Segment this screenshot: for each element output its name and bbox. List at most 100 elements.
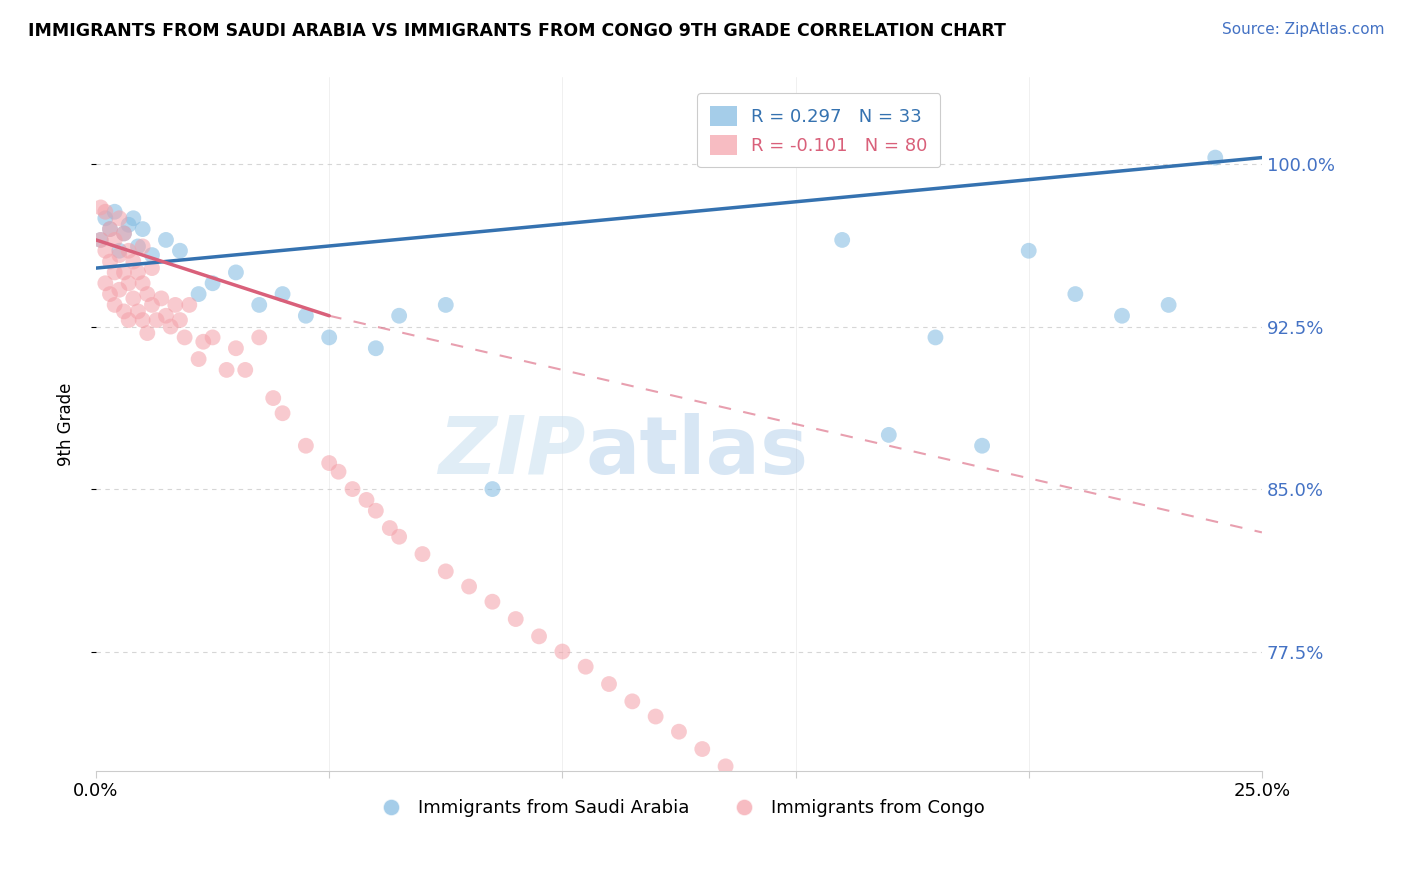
- Point: [970, 439, 993, 453]
- Point: [342, 482, 364, 496]
- Point: [924, 330, 946, 344]
- Point: [505, 612, 527, 626]
- Text: ZIP: ZIP: [439, 413, 586, 491]
- Point: [458, 580, 481, 594]
- Point: [173, 330, 195, 344]
- Point: [187, 287, 209, 301]
- Y-axis label: 9th Grade: 9th Grade: [58, 383, 75, 466]
- Point: [225, 341, 247, 355]
- Point: [1018, 244, 1040, 258]
- Point: [364, 341, 387, 355]
- Point: [131, 239, 153, 253]
- Point: [104, 204, 127, 219]
- Point: [877, 428, 900, 442]
- Point: [318, 456, 340, 470]
- Point: [165, 298, 187, 312]
- Point: [388, 309, 411, 323]
- Point: [131, 222, 153, 236]
- Point: [831, 233, 853, 247]
- Point: [318, 330, 340, 344]
- Point: [901, 887, 924, 892]
- Point: [112, 227, 135, 241]
- Point: [201, 277, 224, 291]
- Point: [104, 233, 127, 247]
- Point: [271, 406, 294, 420]
- Point: [98, 254, 121, 268]
- Point: [738, 774, 761, 789]
- Point: [598, 677, 620, 691]
- Point: [179, 298, 201, 312]
- Point: [98, 287, 121, 301]
- Point: [108, 244, 131, 258]
- Point: [131, 313, 153, 327]
- Point: [104, 298, 127, 312]
- Point: [668, 724, 690, 739]
- Point: [159, 319, 181, 334]
- Point: [225, 265, 247, 279]
- Point: [714, 759, 737, 773]
- Point: [271, 287, 294, 301]
- Point: [481, 595, 503, 609]
- Point: [118, 313, 141, 327]
- Point: [136, 326, 159, 340]
- Point: [785, 807, 807, 822]
- Point: [141, 248, 163, 262]
- Point: [201, 330, 224, 344]
- Point: [122, 254, 145, 268]
- Point: [1157, 298, 1180, 312]
- Point: [127, 265, 149, 279]
- Point: [388, 530, 411, 544]
- Point: [481, 482, 503, 496]
- Point: [247, 298, 270, 312]
- Point: [295, 439, 318, 453]
- Point: [108, 283, 131, 297]
- Point: [94, 204, 117, 219]
- Point: [127, 304, 149, 318]
- Point: [169, 244, 191, 258]
- Point: [131, 277, 153, 291]
- Point: [141, 261, 163, 276]
- Point: [112, 265, 135, 279]
- Point: [141, 298, 163, 312]
- Point: [575, 659, 598, 673]
- Text: atlas: atlas: [586, 413, 808, 491]
- Point: [690, 742, 713, 756]
- Point: [193, 334, 215, 349]
- Legend: Immigrants from Saudi Arabia, Immigrants from Congo: Immigrants from Saudi Arabia, Immigrants…: [366, 791, 993, 824]
- Point: [411, 547, 433, 561]
- Point: [262, 391, 284, 405]
- Point: [94, 211, 117, 226]
- Point: [807, 822, 830, 837]
- Point: [98, 222, 121, 236]
- Point: [118, 277, 141, 291]
- Point: [356, 492, 378, 507]
- Point: [328, 465, 350, 479]
- Point: [118, 218, 141, 232]
- Point: [90, 233, 112, 247]
- Text: Source: ZipAtlas.com: Source: ZipAtlas.com: [1222, 22, 1385, 37]
- Point: [187, 352, 209, 367]
- Point: [127, 239, 149, 253]
- Point: [215, 363, 238, 377]
- Point: [644, 709, 666, 723]
- Point: [150, 292, 173, 306]
- Point: [169, 313, 191, 327]
- Point: [295, 309, 318, 323]
- Point: [108, 211, 131, 226]
- Point: [90, 201, 112, 215]
- Point: [551, 644, 574, 658]
- Point: [94, 277, 117, 291]
- Point: [434, 298, 457, 312]
- Text: IMMIGRANTS FROM SAUDI ARABIA VS IMMIGRANTS FROM CONGO 9TH GRADE CORRELATION CHAR: IMMIGRANTS FROM SAUDI ARABIA VS IMMIGRAN…: [28, 22, 1007, 40]
- Point: [831, 839, 853, 854]
- Point: [112, 227, 135, 241]
- Point: [247, 330, 270, 344]
- Point: [1111, 309, 1133, 323]
- Point: [233, 363, 256, 377]
- Point: [434, 565, 457, 579]
- Point: [112, 304, 135, 318]
- Point: [1204, 151, 1226, 165]
- Point: [122, 292, 145, 306]
- Point: [98, 222, 121, 236]
- Point: [118, 244, 141, 258]
